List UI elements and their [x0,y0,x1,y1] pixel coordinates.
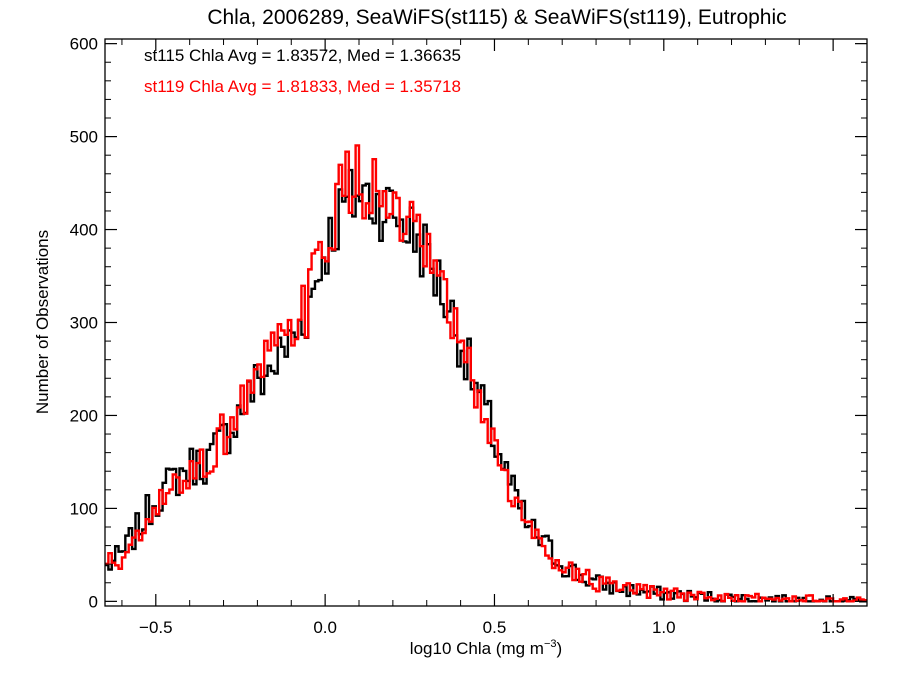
y-tick-label: 400 [70,221,98,240]
y-tick-label: 0 [89,592,98,611]
y-tick-label: 600 [70,35,98,54]
x-tick-label: 1.5 [821,618,845,637]
annotation-st115-stats: st115 Chla Avg = 1.83572, Med = 1.36635 [144,46,461,65]
x-tick-label: −0.5 [139,618,173,637]
y-tick-label: 300 [70,314,98,333]
plot-frame [104,38,868,607]
x-tick-label: 0.0 [313,618,337,637]
y-tick-label: 200 [70,406,98,425]
x-axis-label-close: ) [557,639,563,658]
plot-area: −0.5 0.0 0.5 1.0 1.5 0 100 200 300 400 500 600 [70,35,868,637]
series-st119-histogram [105,144,867,603]
x-axis-label: log10 Chla (mg m−3) [410,638,562,658]
x-axis-label-main: log10 Chla (mg m [410,639,544,658]
y-tick-label: 100 [70,499,98,518]
x-tick-label: 1.0 [652,618,676,637]
series-st115-histogram [105,168,867,603]
annotation-st119-stats: st119 Chla Avg = 1.81833, Med = 1.35718 [144,77,461,96]
x-tick-label: 0.5 [483,618,507,637]
x-axis-label-superscript: −3 [544,638,557,650]
chart-title: Chla, 2006289, SeaWiFS(st115) & SeaWiFS(… [207,6,786,29]
y-axis-label: Number of Observations [33,230,52,414]
y-tick-label: 500 [70,128,98,147]
